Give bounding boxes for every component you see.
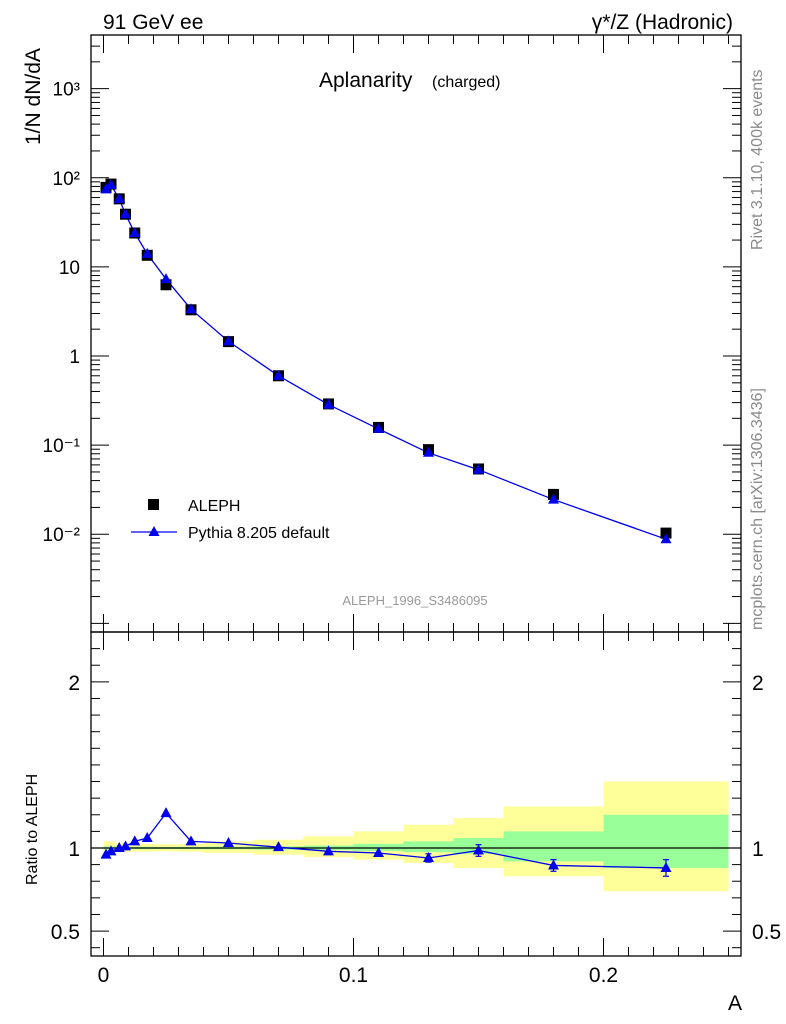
ratio-point-8 (223, 837, 234, 848)
pythia-line (105, 183, 667, 540)
pythia-point-2 (113, 192, 125, 203)
ratio-tick-label-0.5-right: 0.5 (752, 921, 781, 944)
ratio-point-5 (141, 832, 153, 843)
ratio-point-7 (185, 835, 197, 846)
pythia-point-4 (129, 227, 141, 238)
main-panel-frame (90, 34, 742, 633)
legend-aleph-label: ALEPH (188, 498, 240, 515)
pythia-point-1 (105, 178, 117, 189)
pythia-point-10 (323, 398, 334, 409)
y-axis-label: 1/N dN/dA (22, 48, 45, 145)
x-tick-label-0.2: 0.2 (589, 964, 618, 987)
pythia-point-13 (473, 463, 484, 474)
mcplots-label: mcplots.cern.ch [arXiv:1306.3436] (749, 388, 766, 630)
ratio-point-3 (120, 840, 131, 851)
x-axis-label: A (728, 992, 742, 1015)
ratio-tick-label-1-right: 1 (752, 838, 764, 861)
y-tick-label-1e-2: 10⁻² (43, 525, 81, 546)
plot-frames (90, 34, 742, 957)
plot-title: Aplanarity (charged) (319, 69, 500, 92)
ratio-point-4 (129, 835, 141, 846)
legend-pythia-marker (148, 526, 160, 536)
ratio-point-11 (373, 846, 384, 857)
pythia-point-15 (660, 533, 672, 544)
header-energy: 91 GeV ee (103, 11, 203, 34)
ratio-point-0 (100, 848, 112, 859)
analysis-id: ALEPH_1996_S3486095 (342, 593, 487, 608)
ratio-uncertainty-bands (103, 781, 729, 892)
ratio-tick-label-0.5-left: 0.5 (51, 921, 80, 944)
pythia-point-14 (548, 493, 559, 504)
y-tick-label-1e2: 10² (53, 169, 80, 190)
pythia-point-9 (273, 369, 284, 380)
ratio-panel-frame (90, 631, 742, 957)
aleph-point-15 (660, 527, 672, 539)
y-tick-label-1: 1 (69, 347, 80, 368)
stat-band-11 (503, 831, 604, 862)
rivet-label: Rivet 3.1.10, 400k events (749, 69, 766, 250)
ratio-point-1 (105, 845, 117, 856)
legend-pythia-label: Pythia 8.205 default (188, 525, 330, 542)
pythia-point-8 (223, 335, 234, 346)
pythia-point-7 (185, 303, 197, 314)
x-tick-label-0.1: 0.1 (339, 964, 368, 987)
legend: ALEPH Pythia 8.205 default (131, 498, 330, 542)
pythia-point-3 (120, 208, 131, 219)
y-tick-label-1e-1: 10⁻¹ (43, 436, 81, 457)
stat-band-9 (403, 841, 454, 853)
x-tick-label-0: 0 (98, 964, 110, 987)
ratio-point-13 (473, 844, 484, 855)
y-tick-label-1e3: 10³ (53, 80, 80, 101)
data-series (100, 178, 672, 877)
ratio-point-14 (548, 859, 559, 870)
ratio-point-12 (423, 851, 434, 862)
pythia-point-6 (160, 273, 172, 284)
y-tick-labels: 10⁻² 10⁻¹ 1 10 10² 10³ (43, 80, 81, 547)
ratio-tick-label-1-left: 1 (68, 838, 80, 861)
ratio-point-10 (323, 845, 334, 856)
plot-title-main: Aplanarity (319, 69, 413, 92)
ratio-y-axis-label: Ratio to ALEPH (24, 774, 41, 885)
plot-title-suffix: (charged) (432, 74, 500, 91)
ratio-point-15 (660, 861, 672, 872)
axis-ticks (91, 34, 741, 956)
legend-aleph-marker (148, 499, 159, 510)
aleph-point-6 (160, 279, 172, 291)
ratio-tick-labels: 0.5 1 2 0.5 1 2 (51, 672, 781, 944)
ratio-tick-label-2-left: 2 (68, 672, 80, 695)
x-tick-labels: 0 0.1 0.2 (98, 964, 618, 987)
pythia-point-11 (373, 422, 384, 433)
header-process: γ*/Z (Hadronic) (592, 11, 733, 34)
y-tick-label-10: 10 (59, 258, 80, 279)
ratio-point-9 (273, 841, 284, 852)
ratio-tick-label-2-right: 2 (752, 672, 764, 695)
pythia-point-12 (423, 446, 434, 457)
ratio-point-6 (160, 807, 172, 818)
pythia-point-5 (141, 247, 153, 258)
